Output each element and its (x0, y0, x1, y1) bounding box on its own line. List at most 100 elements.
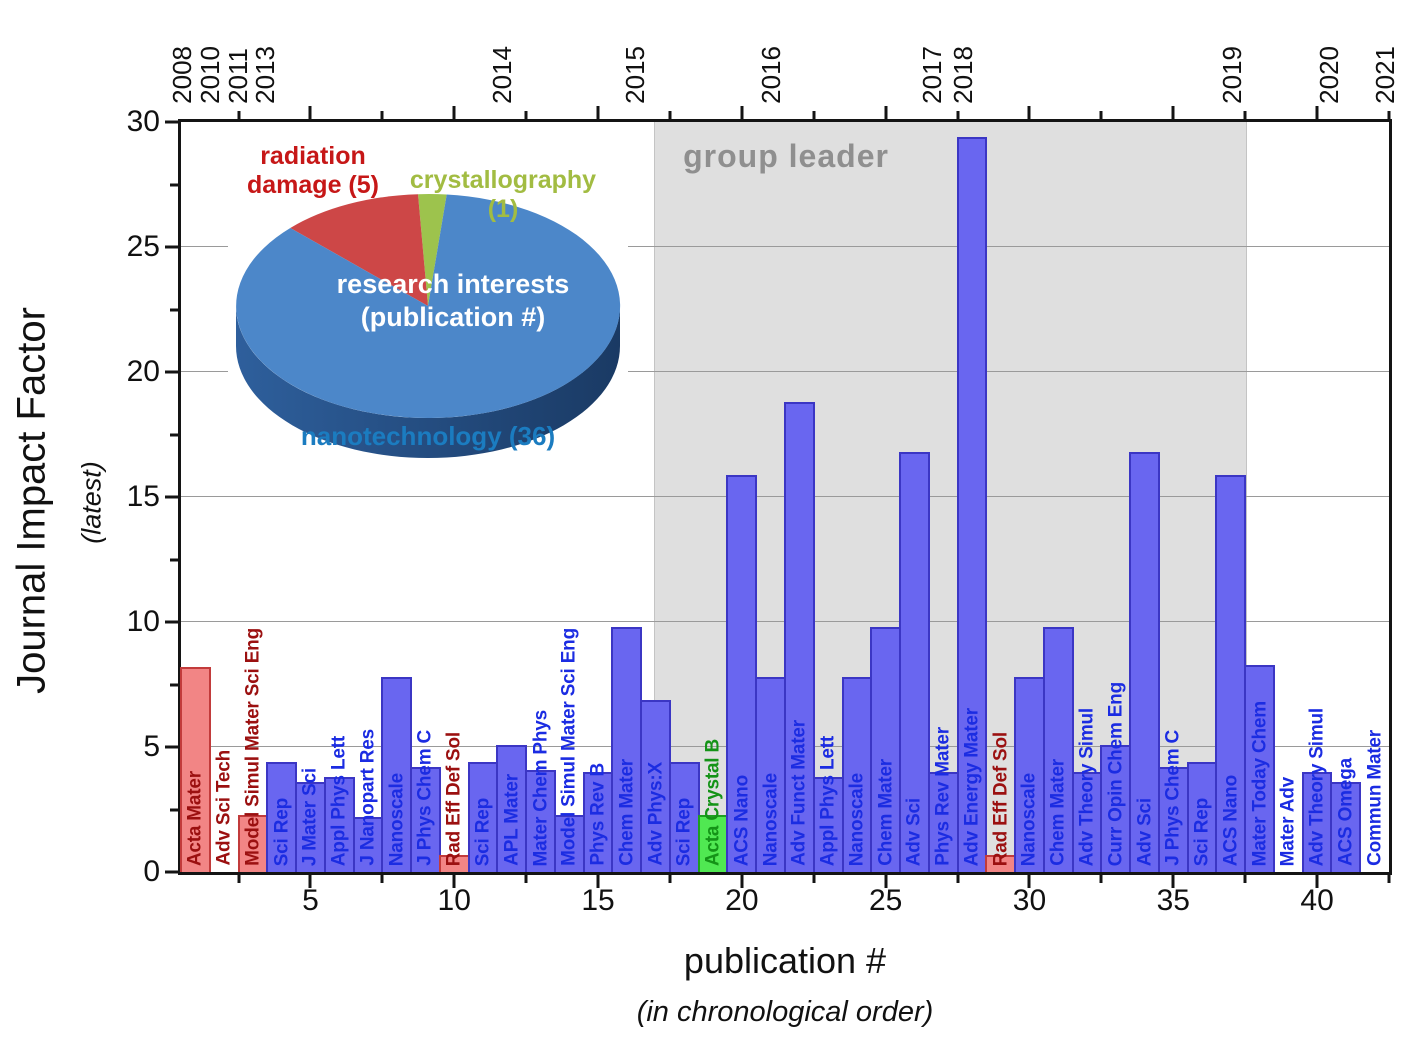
y-major-tick-15 (165, 495, 178, 499)
bar-label-27: Phys Rev Mater (932, 727, 954, 866)
bar-label-14: Model Simul Mater Sci Eng (558, 628, 580, 866)
publication-slot-32: Adv Theory Simul (1071, 122, 1103, 872)
x-minor-tick-top (956, 111, 960, 119)
x-minor-tick-top (1243, 111, 1247, 119)
x-major-tick-30 (1027, 875, 1031, 888)
year-label-2018: 2018 (948, 46, 979, 104)
bar-label-20: ACS Nano (731, 774, 753, 866)
publication-slot-9: J Phys Chem C (410, 122, 441, 872)
x-major-tick-top-5 (308, 106, 312, 119)
publication-slot-5: J Mater Sci (295, 122, 326, 872)
x-tick-label-10: 10 (437, 884, 471, 917)
publication-slot-31: Chem Mater (1042, 122, 1074, 872)
x-major-tick-top-15 (596, 106, 600, 119)
y-minor-tick (170, 308, 178, 311)
pie-label-radiation-damage: radiation damage (5) (228, 142, 398, 200)
y-axis-title: Journal Impact Factor (9, 307, 54, 694)
bar-label-7: J Nanopart Res (357, 729, 379, 866)
publication-slot-25: Chem Mater (870, 122, 902, 872)
pie-side-wall (236, 306, 620, 458)
publication-slot-35: J Phys Chem C (1157, 122, 1189, 872)
x-minor-tick-top (812, 111, 816, 119)
bar-label-13: Mater Chem Phys (530, 709, 552, 866)
publication-slot-18: Sci Rep (668, 122, 700, 872)
bar-label-36: Sci Rep (1191, 797, 1213, 866)
bar-label-1: Acta Mater (184, 770, 206, 866)
publication-slot-27: Phys Rev Mater (927, 122, 959, 872)
pie-slice-crystallography (418, 194, 447, 306)
x-major-tick-25 (884, 875, 888, 888)
x-minor-tick (524, 875, 528, 883)
x-minor-tick-top (380, 111, 384, 119)
publication-slot-36: Sci Rep (1186, 122, 1218, 872)
publication-slot-21: Nanoscale (755, 122, 786, 872)
pie-label-nanotechnology: nanotechnology (36) (300, 421, 556, 451)
bar-label-24: Nanoscale (846, 772, 868, 866)
y-major-tick-30 (165, 120, 178, 124)
y-tick-label-30: 30 (126, 105, 160, 138)
year-label-2020: 2020 (1313, 46, 1344, 104)
bar-label-15: Phys Rev B (587, 763, 609, 866)
publication-slot-29: Rad Eff Def Sol (985, 122, 1017, 872)
y-minor-tick (170, 433, 178, 436)
bar-publication-34 (1129, 452, 1160, 872)
bar-label-3: Model Simul Mater Sci Eng (242, 628, 264, 866)
year-label-2008: 2008 (166, 46, 197, 104)
y-minor-tick (170, 808, 178, 811)
bar-publication-35 (1157, 767, 1189, 872)
y-axis-tick-labels: 0 5 10 15 20 25 30 (60, 105, 160, 888)
bar-label-29: Rad Eff Def Sol (990, 731, 1012, 866)
x-tick-label-5: 5 (302, 884, 319, 917)
y-minor-tick (170, 558, 178, 561)
bar-publication-26 (899, 452, 930, 872)
bar-publication-11 (467, 762, 499, 872)
bar-publication-38 (1244, 664, 1275, 872)
publication-slot-24: Nanoscale (841, 122, 873, 872)
bar-label-28: Adv Energy Mater (961, 707, 983, 866)
publication-slot-1: Acta Mater (180, 122, 211, 872)
pie-slice-nanotechnology (236, 194, 621, 418)
pie-label-radiation-line1: radiation (260, 142, 366, 170)
bar-publication-17 (640, 699, 671, 872)
bar-publication-23 (812, 777, 844, 872)
x-axis-title: publication # (683, 940, 887, 981)
gridline-20 (181, 371, 1389, 372)
bar-publication-28 (956, 137, 988, 872)
x-axis-ticks-bottom (181, 875, 1391, 889)
bar-publication-30 (1014, 677, 1045, 872)
bar-label-18: Sci Rep (673, 797, 695, 866)
bar-label-11: Sci Rep (472, 797, 494, 866)
x-minor-tick (1243, 875, 1247, 883)
top-axis-year-labels: 2008 2010 2011 2013 2014 2015 2016 2017 2018 2019… (167, 18, 1400, 104)
bar-label-4: Sci Rep (271, 797, 293, 866)
y-tick-label-15: 15 (126, 480, 160, 513)
bar-label-30: Nanoscale (1018, 772, 1040, 866)
x-major-tick-top-20 (740, 106, 744, 119)
bar-publication-13 (525, 769, 556, 872)
pie-label-crystallography: crystallography (1) (409, 166, 597, 223)
bar-label-19: Acta Crystal B (702, 738, 724, 866)
bar-label-17: Adv Phys:X (645, 762, 667, 866)
publication-slot-13: Mater Chem Phys (525, 122, 556, 872)
publication-slot-16: Chem Mater (611, 122, 643, 872)
y-tick-label-25: 25 (126, 230, 160, 263)
pie-label-radiation-line2: damage (5) (247, 171, 379, 199)
year-label-2013: 2013 (250, 46, 281, 104)
bar-publication-20 (726, 474, 758, 872)
pie-chart (236, 194, 621, 458)
x-minor-tick (956, 875, 960, 883)
publication-slot-34: Adv Sci (1129, 122, 1160, 872)
year-label-2017: 2017 (916, 46, 947, 104)
bar-label-2: Adv Sci Tech (213, 750, 235, 866)
x-major-tick-40 (1315, 875, 1319, 888)
publication-slot-30: Nanoscale (1014, 122, 1045, 872)
bar-publication-14 (553, 814, 585, 872)
y-major-tick-20 (165, 370, 178, 374)
pie-slice-radiation-damage (290, 194, 428, 306)
x-tick-label-25: 25 (868, 884, 903, 917)
bar-publication-25 (870, 627, 902, 872)
pie-center-title-line2: (publication #) (360, 302, 546, 332)
bar-label-37: ACS Nano (1220, 774, 1242, 866)
bar-label-41: ACS Omega (1335, 757, 1357, 866)
publication-slot-41: ACS Omega (1330, 122, 1362, 872)
